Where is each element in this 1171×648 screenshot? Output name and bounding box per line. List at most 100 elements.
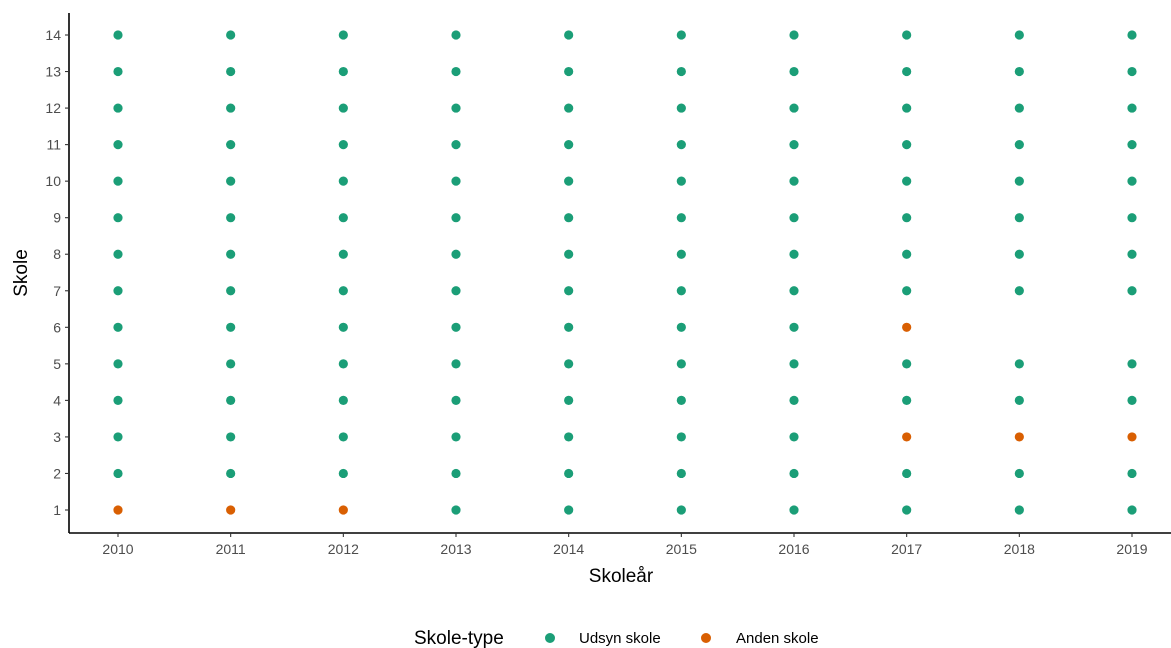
point-udsyn-skole (113, 30, 123, 40)
legend-marker-udsyn-skole (545, 633, 555, 643)
point-udsyn-skole (676, 505, 686, 515)
point-udsyn-skole (113, 322, 123, 332)
point-udsyn-skole (676, 66, 686, 77)
y-tick-label: 9 (53, 210, 61, 226)
x-axis-ticks: 2010 2011 2012 2013 2014 2015 2016 2017 2018 2019 (102, 533, 1148, 557)
point-udsyn-skole (1014, 66, 1024, 77)
point-udsyn-skole (789, 176, 799, 186)
point-udsyn-skole (902, 66, 912, 77)
point-udsyn-skole (1127, 359, 1137, 369)
point-udsyn-skole (226, 432, 236, 442)
point-udsyn-skole (676, 468, 686, 479)
point-udsyn-skole (338, 140, 348, 150)
y-tick-label: 10 (45, 173, 61, 189)
point-anden-skole (902, 322, 912, 332)
point-udsyn-skole (338, 103, 348, 113)
point-udsyn-skole (113, 140, 123, 150)
point-udsyn-skole (113, 432, 123, 442)
point-udsyn-skole (902, 213, 912, 223)
point-anden-skole (1014, 432, 1024, 442)
point-udsyn-skole (676, 249, 686, 259)
point-udsyn-skole (226, 176, 236, 186)
point-udsyn-skole (451, 322, 461, 332)
point-udsyn-skole (1014, 103, 1024, 113)
point-udsyn-skole (676, 322, 686, 332)
point-udsyn-skole (676, 395, 686, 405)
y-tick-label: 12 (45, 100, 61, 116)
point-udsyn-skole (1014, 176, 1024, 186)
point-udsyn-skole (564, 432, 574, 442)
data-points (113, 30, 1137, 515)
point-udsyn-skole (1127, 176, 1137, 186)
point-udsyn-skole (902, 140, 912, 150)
point-udsyn-skole (113, 286, 123, 296)
point-udsyn-skole (113, 395, 123, 405)
point-udsyn-skole (451, 66, 461, 77)
legend-marker-anden-skole (701, 633, 711, 643)
point-udsyn-skole (676, 30, 686, 40)
point-udsyn-skole (902, 249, 912, 259)
point-udsyn-skole (1014, 213, 1024, 223)
y-tick-label: 14 (45, 27, 61, 43)
point-udsyn-skole (113, 249, 123, 259)
point-udsyn-skole (564, 505, 574, 515)
point-udsyn-skole (451, 432, 461, 442)
x-tick-label: 2010 (102, 541, 133, 557)
y-tick-label: 2 (53, 465, 61, 481)
x-tick-label: 2014 (553, 541, 584, 557)
point-udsyn-skole (676, 359, 686, 369)
point-udsyn-skole (226, 103, 236, 113)
point-udsyn-skole (226, 395, 236, 405)
point-udsyn-skole (902, 176, 912, 186)
point-udsyn-skole (1127, 286, 1137, 296)
point-udsyn-skole (789, 30, 799, 40)
point-udsyn-skole (789, 249, 799, 259)
point-udsyn-skole (451, 103, 461, 113)
legend-label-udsyn-skole: Udsyn skole (579, 630, 661, 647)
point-udsyn-skole (789, 140, 799, 150)
point-udsyn-skole (564, 213, 574, 223)
point-udsyn-skole (451, 213, 461, 223)
point-udsyn-skole (226, 30, 236, 40)
x-tick-label: 2012 (328, 541, 359, 557)
point-udsyn-skole (789, 468, 799, 479)
point-udsyn-skole (1014, 286, 1024, 296)
point-udsyn-skole (451, 468, 461, 479)
point-udsyn-skole (789, 66, 799, 77)
point-udsyn-skole (113, 213, 123, 223)
x-tick-label: 2016 (778, 541, 809, 557)
x-tick-label: 2017 (891, 541, 922, 557)
point-udsyn-skole (789, 322, 799, 332)
x-axis-title: Skoleår (589, 566, 654, 587)
x-tick-label: 2011 (216, 541, 246, 557)
point-udsyn-skole (564, 322, 574, 332)
point-udsyn-skole (1127, 395, 1137, 405)
point-udsyn-skole (226, 286, 236, 296)
point-udsyn-skole (676, 432, 686, 442)
point-udsyn-skole (1127, 505, 1137, 515)
point-udsyn-skole (564, 359, 574, 369)
point-udsyn-skole (338, 30, 348, 40)
point-udsyn-skole (338, 286, 348, 296)
point-udsyn-skole (1014, 249, 1024, 259)
point-udsyn-skole (1127, 140, 1137, 150)
y-tick-label: 6 (53, 319, 61, 335)
y-tick-label: 3 (53, 429, 61, 445)
point-anden-skole (902, 432, 912, 442)
point-anden-skole (226, 505, 236, 515)
point-udsyn-skole (451, 249, 461, 259)
point-udsyn-skole (564, 103, 574, 113)
point-udsyn-skole (789, 213, 799, 223)
point-udsyn-skole (1127, 103, 1137, 113)
point-udsyn-skole (226, 66, 236, 77)
point-udsyn-skole (226, 359, 236, 369)
y-axis-title: Skole (11, 249, 32, 297)
y-tick-label: 11 (46, 137, 61, 153)
point-udsyn-skole (902, 505, 912, 515)
point-udsyn-skole (226, 140, 236, 150)
point-udsyn-skole (789, 286, 799, 296)
point-udsyn-skole (338, 468, 348, 479)
point-udsyn-skole (564, 249, 574, 259)
point-udsyn-skole (226, 249, 236, 259)
